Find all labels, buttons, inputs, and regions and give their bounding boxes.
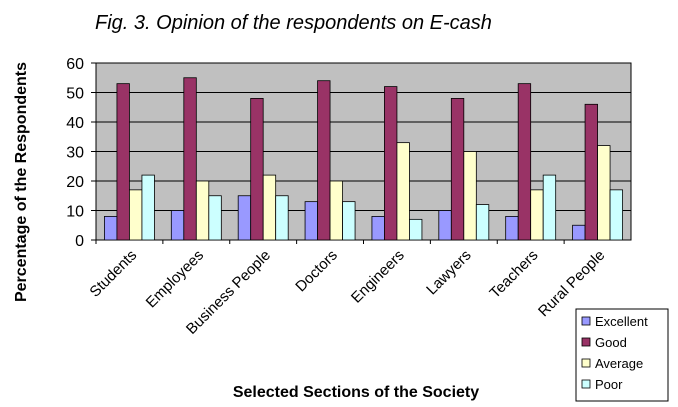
legend-label-excellent: Excellent bbox=[595, 314, 648, 329]
bar-poor-business-people bbox=[275, 195, 289, 241]
bar-average-engineers bbox=[396, 142, 410, 241]
x-category-label: Lawyers bbox=[423, 247, 475, 299]
legend-swatch-excellent bbox=[581, 316, 591, 326]
legend-label-good: Good bbox=[595, 335, 627, 350]
legend: Excellent Good Average Poor bbox=[575, 308, 669, 402]
bar-average-business-people bbox=[262, 174, 277, 241]
legend-label-poor: Poor bbox=[595, 377, 623, 392]
bar-average-doctors bbox=[329, 180, 343, 241]
x-category-label: Employees bbox=[143, 247, 207, 311]
bar-poor-doctors bbox=[342, 201, 356, 241]
y-tick-label: 50 bbox=[66, 86, 84, 103]
bar-good-business-people bbox=[250, 98, 264, 241]
bar-average-lawyers bbox=[463, 151, 477, 241]
bar-poor-lawyers bbox=[475, 204, 490, 241]
bar-good-teachers bbox=[517, 83, 532, 241]
bar-good-rural-people bbox=[584, 103, 598, 241]
y-axis-ticks: 0 10 20 30 40 50 60 bbox=[66, 56, 96, 250]
y-tick-label: 10 bbox=[66, 204, 84, 221]
y-tick-label: 20 bbox=[66, 174, 84, 191]
legend-box bbox=[575, 308, 669, 402]
x-category-label: Teachers bbox=[486, 247, 541, 302]
x-category-label: Doctors bbox=[292, 247, 341, 296]
chart-title: Fig. 3. Opinion of the respondents on E-… bbox=[95, 12, 492, 34]
y-tick-label: 40 bbox=[66, 115, 84, 132]
bar-average-rural-people bbox=[597, 145, 611, 241]
x-axis-label: Selected Sections of the Society bbox=[233, 384, 479, 401]
legend-label-average: Average bbox=[595, 356, 643, 371]
bar-excellent-engineers bbox=[371, 215, 385, 241]
bar-good-doctors bbox=[317, 80, 331, 241]
legend-swatch-good bbox=[581, 337, 591, 347]
bar-good-lawyers bbox=[450, 98, 465, 241]
bar-average-teachers bbox=[530, 189, 544, 241]
legend-swatch-poor bbox=[581, 379, 591, 389]
bars bbox=[104, 77, 623, 241]
bar-excellent-employees bbox=[170, 210, 185, 241]
y-tick-label: 60 bbox=[66, 56, 84, 73]
bar-poor-students bbox=[141, 174, 155, 241]
bar-excellent-students bbox=[104, 215, 118, 241]
y-tick-label: 0 bbox=[75, 233, 84, 250]
bar-poor-teachers bbox=[542, 174, 557, 241]
bar-excellent-lawyers bbox=[438, 210, 452, 241]
x-category-label: Students bbox=[86, 247, 140, 301]
bar-excellent-business-people bbox=[237, 195, 252, 241]
x-category-label: Engineers bbox=[348, 247, 408, 307]
y-tick-label: 30 bbox=[66, 145, 84, 162]
bar-excellent-teachers bbox=[505, 215, 519, 241]
bar-poor-rural-people bbox=[609, 189, 623, 241]
bar-excellent-rural-people bbox=[572, 224, 586, 241]
bar-good-students bbox=[116, 83, 130, 241]
bar-poor-engineers bbox=[409, 218, 423, 241]
y-axis-label: Percentage of the Respondents bbox=[13, 62, 30, 302]
bar-good-engineers bbox=[384, 86, 398, 241]
bar-good-employees bbox=[183, 77, 197, 241]
legend-swatch-average bbox=[581, 358, 591, 368]
bar-average-students bbox=[129, 189, 143, 241]
bar-excellent-doctors bbox=[304, 201, 318, 241]
bar-average-employees bbox=[195, 180, 210, 241]
bar-poor-employees bbox=[208, 195, 222, 241]
